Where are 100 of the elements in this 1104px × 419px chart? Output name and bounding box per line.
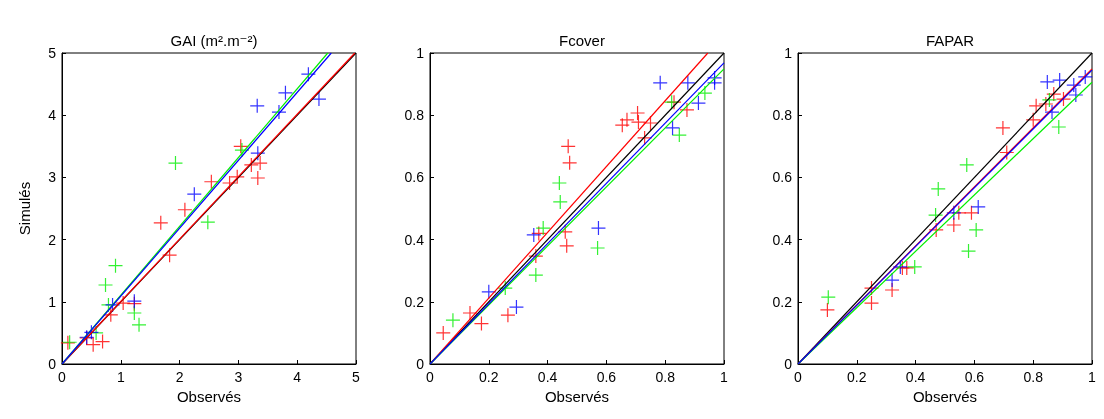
point [1077, 69, 1093, 85]
x-tick-label: 0.2 [847, 369, 867, 385]
point [706, 75, 723, 91]
y-tick-label: 0.8 [404, 107, 425, 124]
y-tick-label: 0 [416, 356, 425, 372]
point [473, 315, 490, 332]
point [552, 194, 568, 210]
point [637, 130, 653, 146]
point [535, 220, 551, 236]
x-tick-label: 0.2 [479, 369, 499, 385]
point [927, 207, 944, 223]
point [970, 199, 986, 215]
point [1055, 91, 1072, 107]
point [679, 102, 695, 118]
point [960, 243, 977, 259]
point [590, 220, 607, 236]
point [462, 305, 478, 321]
y-axis-title: Simulés [16, 181, 33, 236]
x-tick-label: 0.6 [964, 369, 985, 385]
point [863, 280, 880, 296]
x-tick-label: 1 [720, 369, 729, 385]
y-tick-label: 0.6 [772, 169, 793, 186]
y-tick-label: 1 [784, 45, 793, 61]
point [589, 240, 606, 256]
point [820, 289, 836, 305]
point [680, 75, 696, 91]
point [946, 205, 962, 221]
y-tick-label: 3 [48, 169, 57, 186]
x-axis-title: Observés [544, 387, 610, 405]
point [907, 259, 923, 275]
x-tick-label: 4 [293, 369, 302, 385]
point [884, 272, 900, 288]
x-axis-title: Observés [176, 387, 242, 405]
y-tick-label: 0.8 [772, 107, 793, 124]
x-tick-label: 0.4 [905, 369, 926, 385]
point [629, 105, 646, 121]
point [1038, 96, 1054, 112]
y-tick-label: 1 [416, 45, 425, 61]
point [1028, 98, 1044, 114]
point [968, 222, 984, 238]
point [999, 144, 1015, 161]
y-tick-label: 5 [48, 45, 57, 61]
point [497, 280, 513, 296]
point [528, 267, 544, 283]
point [959, 157, 975, 173]
x-tick-label: 5 [352, 369, 361, 385]
point [1041, 92, 1057, 108]
point [445, 312, 461, 328]
point [652, 75, 668, 91]
point [928, 222, 944, 238]
point [562, 155, 578, 171]
point [528, 248, 544, 264]
y-tick-label: 0.2 [404, 293, 425, 310]
y-tick-label: 1 [48, 293, 57, 310]
y-tick-label: 4 [48, 107, 57, 124]
x-tick-label: 2 [175, 369, 184, 385]
point [551, 175, 567, 191]
point [930, 181, 946, 197]
point [1025, 112, 1041, 128]
point [500, 307, 516, 323]
x-tick-label: 1 [116, 369, 125, 385]
y-tick-label: 0.4 [772, 231, 793, 248]
point [1044, 104, 1060, 120]
chart-title: FAPAR [925, 32, 975, 49]
x-tick-label: 0.8 [655, 369, 676, 385]
point [642, 115, 659, 131]
point [614, 117, 630, 133]
point [508, 299, 525, 315]
point [664, 120, 681, 136]
point [995, 120, 1011, 136]
y-tick-label: 0 [784, 356, 793, 372]
chart-title: GAI (m².m⁻²) [170, 32, 258, 49]
y-tick-label: 2 [48, 231, 57, 248]
chart-title: Fcover [559, 32, 605, 49]
x-tick-label: 0.4 [537, 369, 558, 385]
point [963, 205, 980, 221]
x-tick-label: 0 [794, 369, 803, 385]
point [1068, 87, 1084, 103]
point [697, 85, 713, 101]
point [435, 325, 451, 341]
point [1052, 72, 1068, 88]
point [819, 302, 835, 318]
point [557, 224, 573, 240]
x-tick-label: 0.8 [1023, 369, 1044, 385]
y-tick-label: 0.6 [404, 169, 425, 186]
x-axis-title: Observés [912, 387, 978, 405]
point [1066, 77, 1082, 93]
point [630, 114, 647, 130]
point [690, 95, 707, 111]
point [1046, 86, 1062, 102]
point [899, 260, 915, 276]
point [1051, 119, 1067, 135]
point [863, 295, 880, 311]
point [481, 284, 497, 300]
x-tick-label: 0 [426, 369, 435, 385]
point [526, 227, 542, 243]
y-tick-label: 0.4 [404, 231, 425, 248]
x-tick-label: 0.6 [596, 369, 617, 385]
point [671, 127, 687, 143]
x-tick-label: 0 [58, 369, 67, 385]
